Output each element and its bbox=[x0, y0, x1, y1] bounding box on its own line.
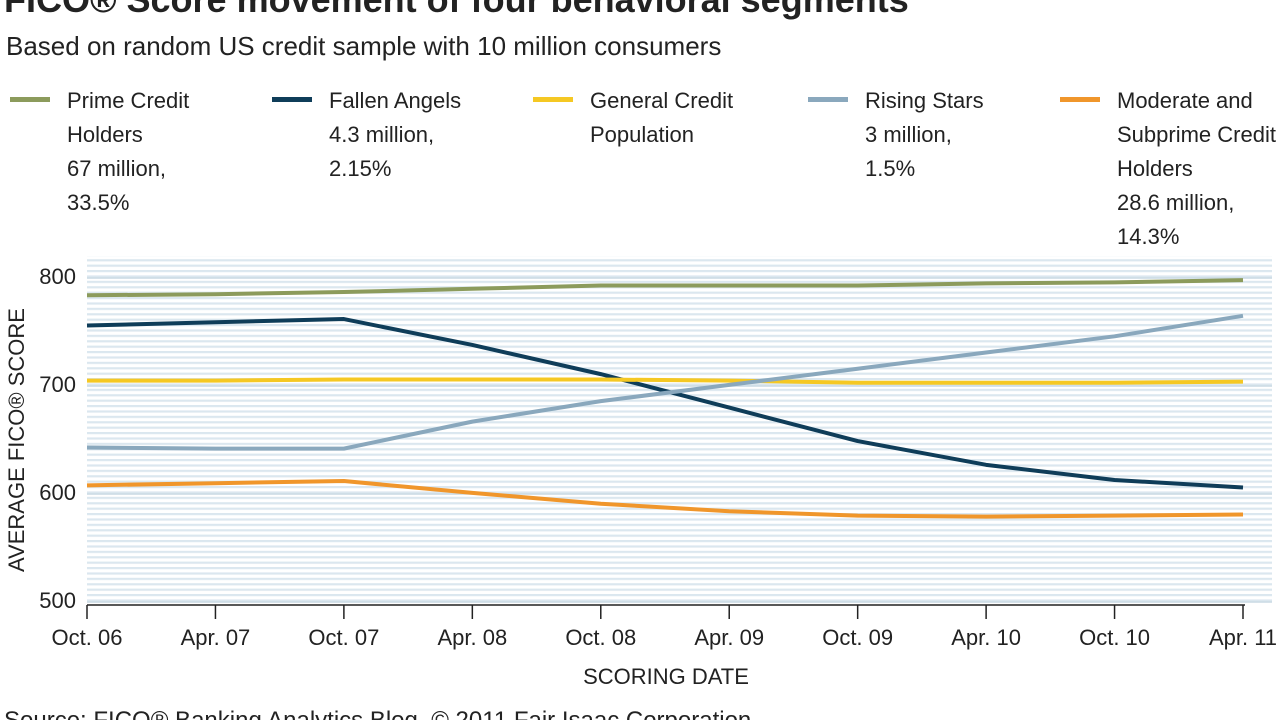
legend-note: 4.3 million, 2.15% bbox=[329, 122, 435, 181]
series-line bbox=[86, 278, 1244, 298]
legend-label: Prime Credit Holders bbox=[67, 88, 190, 147]
x-tick-label: Oct. 06 bbox=[52, 625, 123, 650]
legend-label: Moderate and Subprime Credit Holders bbox=[1117, 88, 1276, 181]
x-tick-label: Oct. 07 bbox=[308, 625, 379, 650]
chart-subtitle: Based on random US credit sample with 10… bbox=[6, 31, 721, 61]
series-line bbox=[87, 377, 1244, 385]
source-note: Source: FICO® Banking Analytics Blog, © … bbox=[4, 707, 751, 720]
y-tick-label: 700 bbox=[39, 372, 76, 397]
x-tick-label: Oct. 10 bbox=[1079, 625, 1150, 650]
legend-label: Rising Stars bbox=[865, 88, 984, 113]
x-tick-label: Oct. 09 bbox=[822, 625, 893, 650]
legend-note: 28.6 million, 14.3% bbox=[1117, 190, 1235, 249]
legend-swatch bbox=[272, 97, 312, 102]
y-tick-label: 500 bbox=[39, 588, 76, 613]
x-tick-label: Apr. 09 bbox=[694, 625, 764, 650]
y-tick-label: 600 bbox=[39, 480, 76, 505]
x-tick-label: Apr. 07 bbox=[181, 625, 251, 650]
legend-label: General Credit Population bbox=[590, 88, 734, 147]
legend-swatch bbox=[808, 97, 848, 102]
x-axis-title: SCORING DATE bbox=[583, 664, 749, 689]
legend-text: Prime Credit Holders 67 million, 33.5% bbox=[67, 84, 217, 220]
x-tick-label: Oct. 08 bbox=[565, 625, 636, 650]
legend-note: 3 million, 1.5% bbox=[865, 122, 952, 181]
series-line bbox=[86, 313, 1244, 451]
legend-text: Rising Stars 3 million, 1.5% bbox=[865, 84, 1015, 186]
series-line bbox=[86, 317, 1244, 490]
legend-swatch bbox=[533, 97, 573, 102]
y-tick-label: 800 bbox=[39, 264, 76, 289]
series-line bbox=[86, 479, 1244, 519]
plot-background bbox=[87, 256, 1272, 602]
legend-note: 67 million, 33.5% bbox=[67, 156, 167, 215]
legend-text: Moderate and Subprime Credit Holders 28.6… bbox=[1117, 84, 1280, 254]
y-axis-title: AVERAGE FICO® SCORE bbox=[4, 308, 29, 572]
legend-swatch bbox=[10, 97, 50, 102]
x-tick-label: Apr. 10 bbox=[951, 625, 1021, 650]
chart-title: FICO® Score movement of four behavioral … bbox=[4, 0, 909, 20]
legend-swatch bbox=[1060, 97, 1100, 102]
x-tick-label: Apr. 08 bbox=[437, 625, 507, 650]
x-tick-label: Apr. 11 bbox=[1209, 625, 1277, 650]
legend-text: General Credit Population bbox=[590, 84, 780, 152]
legend-label: Fallen Angels bbox=[329, 88, 462, 113]
legend-text: Fallen Angels 4.3 million, 2.15% bbox=[329, 84, 489, 186]
